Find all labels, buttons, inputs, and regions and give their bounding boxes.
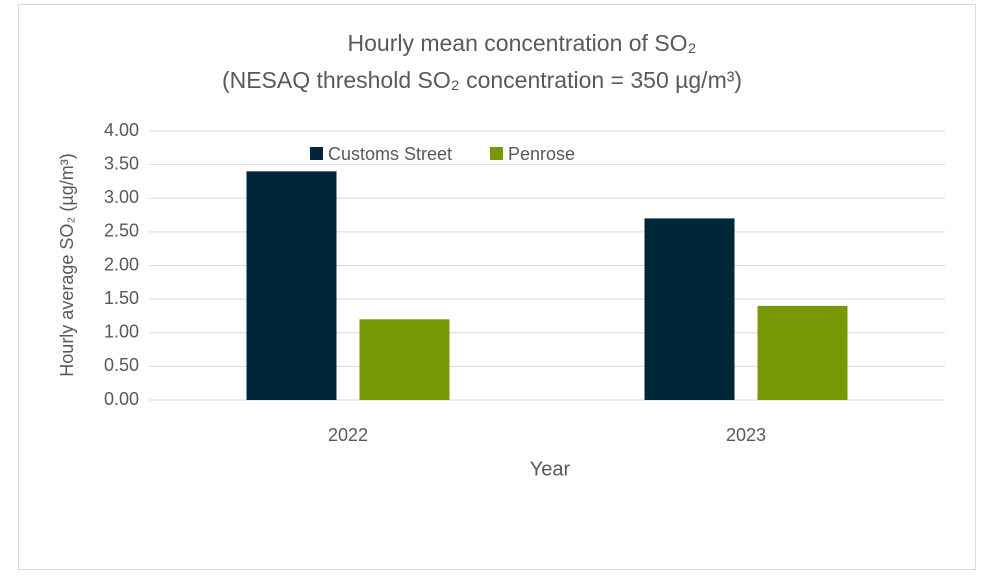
y-tick-label: 4.00 <box>104 120 139 140</box>
y-tick-label: 1.50 <box>104 288 139 308</box>
y-tick-label: 3.50 <box>104 153 139 173</box>
y-tick-label: 2.00 <box>104 254 139 274</box>
legend-label: Customs Street <box>328 144 452 164</box>
chart-title: Hourly mean concentration of SO₂ <box>348 30 697 56</box>
y-tick-label: 0.00 <box>104 389 139 409</box>
x-axis-label: Year <box>530 458 571 480</box>
legend-swatch <box>490 147 503 160</box>
bar <box>246 171 337 400</box>
y-tick-label: 1.00 <box>104 322 139 342</box>
x-tick-label: 2022 <box>328 425 368 445</box>
chart-subtitle: (NESAQ threshold SO₂ concentration = 350… <box>222 67 742 93</box>
legend-label: Penrose <box>508 144 575 164</box>
legend-swatch <box>310 147 323 160</box>
chart-border <box>18 4 976 570</box>
bar <box>757 305 848 400</box>
bar <box>644 218 735 400</box>
x-tick-label: 2023 <box>726 425 766 445</box>
y-tick-label: 3.00 <box>104 187 139 207</box>
y-axis-label: Hourly average SO₂ (µg/m³) <box>57 153 77 376</box>
y-tick-label: 2.50 <box>104 221 139 241</box>
y-tick-label: 0.50 <box>104 355 139 375</box>
bar <box>359 319 450 400</box>
